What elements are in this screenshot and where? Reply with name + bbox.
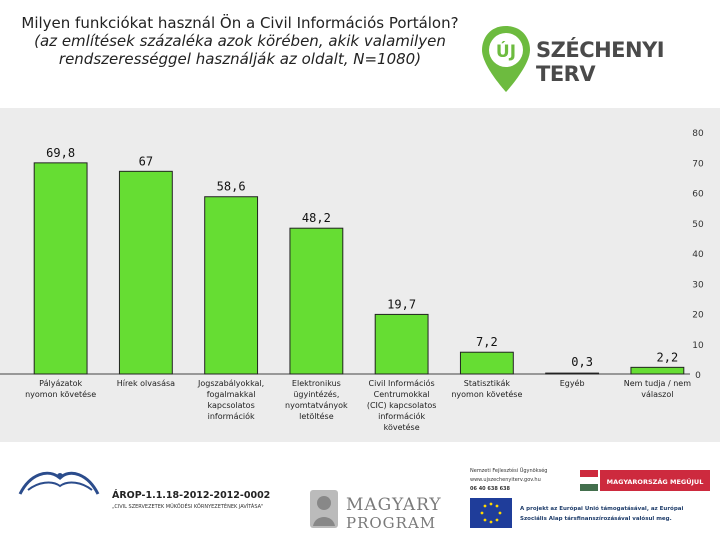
eu-line-1: A projekt az Európai Unió támogatásával,…	[520, 505, 683, 512]
bar-4	[374, 313, 429, 375]
bar-5	[459, 351, 514, 375]
category-label-3-3: letöltése	[299, 411, 334, 421]
category-label-2-0: Jogszabályokkal,	[197, 379, 264, 388]
category-label-2-2: kapcsolatos	[207, 401, 254, 410]
y-tick-label-1: 10	[692, 341, 704, 351]
bar-value-label-4: 19,7	[387, 297, 416, 311]
magyary-line-1: MAGYARY	[346, 495, 442, 515]
eu-flag-icon	[470, 498, 512, 528]
category-label-4-0: Civil Információs	[369, 378, 435, 388]
category-label-0-0: Pályázatok	[39, 379, 82, 388]
magyary-portrait-icon	[310, 490, 338, 528]
bar-value-label-0: 69,8	[46, 146, 75, 160]
category-label-4-3: információk	[378, 411, 425, 421]
program-subtitle: „CIVIL SZERVEZETEK MŰKÖDÉSI KÖRNYEZETÉNE…	[112, 502, 263, 510]
category-label-6-0: Egyéb	[560, 378, 585, 388]
arop-logo	[18, 471, 100, 495]
bar-6	[545, 372, 600, 375]
category-label-3-2: nyomtatványok	[285, 401, 348, 410]
category-label-5-0: Statisztikák	[464, 379, 511, 388]
hungary-badge-text: MAGYARORSZÁG MEGÚJUL	[607, 477, 704, 486]
program-code: ÁROP-1.1.18-2012-2012-0002	[112, 489, 270, 501]
bar-value-label-6: 0,3	[571, 355, 593, 369]
category-label-3-0: Elektronikus	[292, 379, 341, 388]
category-label-7-1: válaszol	[641, 390, 673, 399]
agency-line-1: Nemzeti Fejlesztési Ügynökség	[470, 467, 547, 474]
category-label-2-3: információk	[208, 411, 255, 421]
pin-inner-circle	[489, 33, 523, 67]
bar-value-label-7: 2,2	[657, 350, 679, 364]
y-tick-label-5: 50	[692, 220, 704, 230]
logo-text: SZÉCHENYI TERV	[536, 38, 665, 86]
magyary-line-2: PROGRAM	[346, 514, 436, 532]
y-tick-label-3: 30	[692, 280, 704, 290]
category-label-7-0: Nem tudja / nem	[624, 379, 691, 388]
logo-mark: ÚJ	[496, 40, 516, 62]
y-tick-label-4: 40	[692, 250, 704, 260]
y-tick-label-6: 60	[692, 190, 704, 200]
y-tick-label-2: 20	[692, 311, 704, 321]
bar-value-label-3: 48,2	[302, 211, 331, 225]
bar-0	[33, 162, 88, 375]
footer-logos: ÁROP-1.1.18-2012-2012-0002 „CIVIL SZERVE…	[18, 467, 710, 532]
szechenyi-terv-logo: ÚJ	[482, 26, 530, 92]
chart-title: Milyen funkciókat használ Ön a Civil Inf…	[10, 14, 470, 68]
bar-value-label-1: 67	[139, 154, 153, 168]
category-label-4-4: követése	[384, 422, 420, 432]
bar-value-label-2: 58,6	[217, 180, 246, 194]
hungary-flag-icon	[580, 470, 598, 491]
title-line-2: (az említések százaléka azok körében, ak…	[34, 32, 446, 68]
category-label-4-1: Centrumokkal	[374, 390, 430, 399]
category-label-0-1: nyomon követése	[25, 389, 96, 399]
hungary-badge	[600, 470, 710, 491]
y-tick-label-7: 70	[692, 159, 704, 169]
y-tick-label-0: 0	[695, 371, 701, 381]
category-label-2-1: fogalmakkal	[207, 390, 256, 399]
bar-2	[204, 196, 259, 375]
category-label-1-0: Hírek olvasása	[117, 379, 175, 388]
category-label-3-1: ügyintézés,	[293, 389, 339, 399]
y-tick-label-8: 80	[692, 129, 704, 139]
agency-line-3: 06 40 638 638	[470, 486, 511, 492]
category-label-4-2: (CIC) kapcsolatos	[367, 401, 437, 410]
bar-value-label-5: 7,2	[476, 335, 498, 349]
agency-line-2: www.ujszechenyiterv.gov.hu	[470, 477, 541, 483]
eu-line-2: Szociális Alap társfinanszírozásával val…	[520, 515, 672, 522]
bar-1	[118, 170, 173, 375]
bar-3	[289, 227, 344, 375]
bar-7	[630, 366, 685, 375]
title-line-1: Milyen funkciókat használ Ön a Civil Inf…	[21, 14, 459, 32]
category-label-5-1: nyomon követése	[451, 389, 522, 399]
